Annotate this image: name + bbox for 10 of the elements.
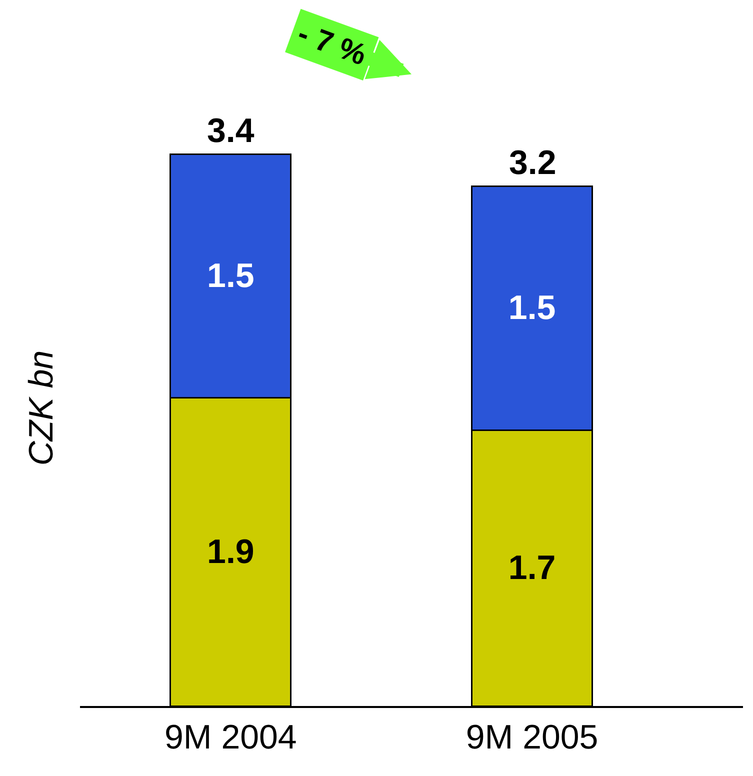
x-tick-label: 9M 2005 <box>466 718 598 757</box>
x-tick-label: 9M 2004 <box>164 718 297 757</box>
data-label: 1.7 <box>508 549 556 587</box>
total-label: 3.4 <box>207 112 254 150</box>
data-label: 1.9 <box>207 532 254 571</box>
y-axis-title: CZK bn <box>22 350 61 466</box>
total-label: 3.2 <box>509 144 556 182</box>
data-label: 1.5 <box>508 289 556 328</box>
text: - 7 % <box>293 17 370 72</box>
data-label: 1.5 <box>207 256 254 295</box>
